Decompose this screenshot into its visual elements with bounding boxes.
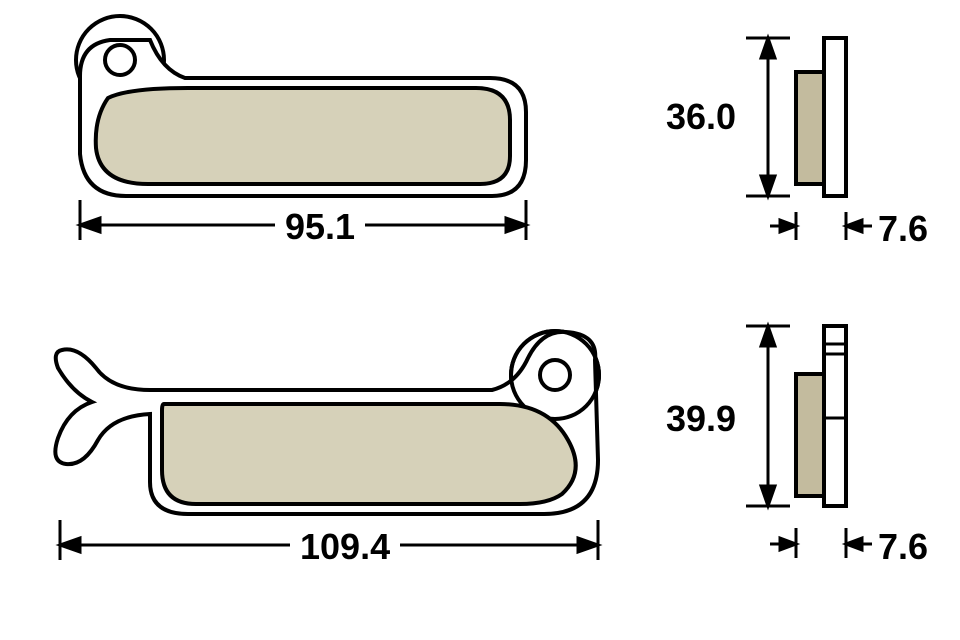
bottom-pad-front-view: [55, 331, 599, 514]
top-width-label: 95.1: [275, 206, 365, 248]
brake-pad-diagram-svg: [0, 0, 960, 640]
diagram-container: 95.1 36.0 7.6 109.4 39.9 7.6: [0, 0, 960, 640]
top-thickness-label: 7.6: [878, 208, 928, 250]
bottom-pad-height-dimension: [746, 326, 790, 506]
bottom-pad-thickness-dimension: [770, 528, 872, 558]
bottom-thickness-label: 7.6: [878, 526, 928, 568]
top-pad-thickness-dimension: [770, 212, 872, 240]
top-pad-height-dimension: [746, 38, 790, 196]
top-pad-front-view: [76, 16, 526, 196]
top-height-label: 36.0: [666, 96, 736, 138]
bottom-height-label: 39.9: [666, 398, 736, 440]
top-pad-side-view: [796, 38, 846, 196]
bottom-width-label: 109.4: [290, 526, 400, 568]
bottom-pad-side-view: [796, 326, 846, 506]
